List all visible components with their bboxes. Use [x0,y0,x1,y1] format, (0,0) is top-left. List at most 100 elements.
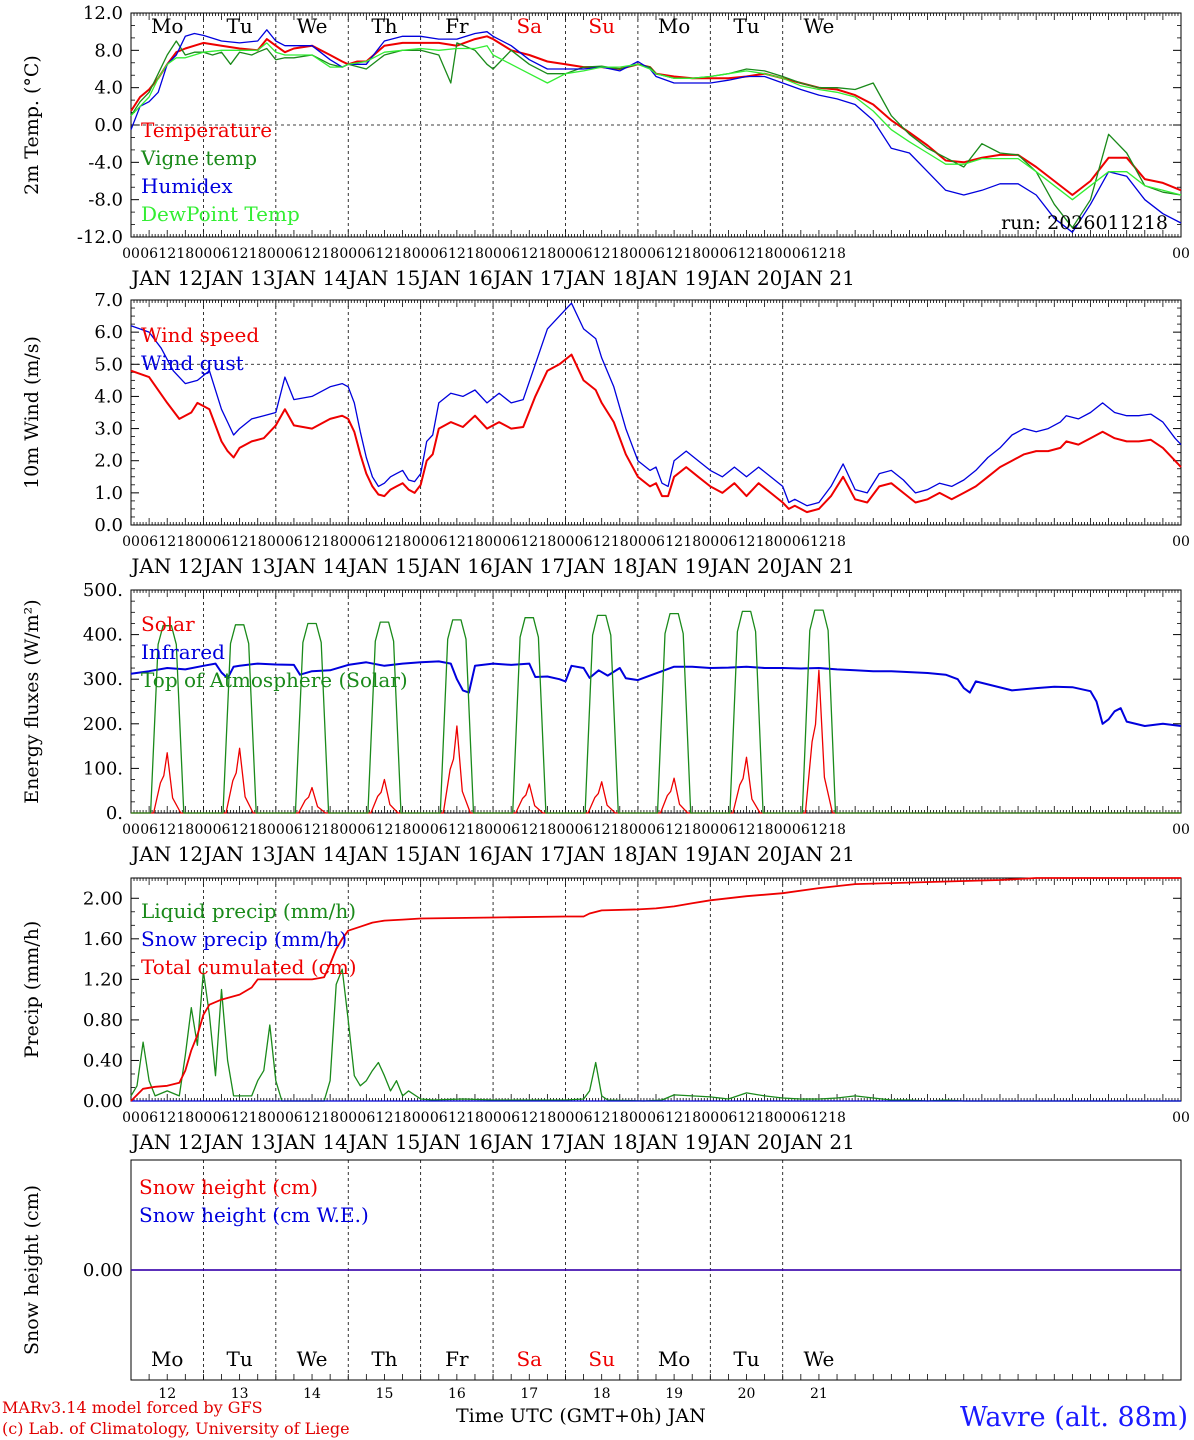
hour-label: 00 [267,1110,285,1126]
legend-infrared: Infrared [141,640,225,664]
day-name-bottom: Sa [516,1347,542,1371]
date-label: JAN 13 [202,554,276,578]
day-name-bottom: Th [371,1347,397,1371]
hour-label: 18 [321,1110,339,1126]
hour-label: 00 [339,1110,357,1126]
hour-label: 18 [756,246,774,262]
series-vigne-temp [130,40,1182,229]
hour-label: 12 [158,534,176,550]
date-label: JAN 17 [491,266,565,290]
hour-label: 12 [448,534,466,550]
hour-label: 18 [176,246,194,262]
hour-label: 18 [394,1110,412,1126]
y-tick-label: 0.80 [83,1010,123,1031]
hour-label: 00 [412,534,430,550]
hour-label: 12 [593,822,611,838]
hour-label: 18 [249,822,267,838]
date-label: JAN 19 [636,1130,710,1154]
day-name-top: We [804,14,835,38]
hour-label: 18 [683,246,701,262]
hour-label: 00 [1172,822,1190,838]
hour-label: 06 [357,1110,375,1126]
hour-label: 12 [376,246,394,262]
series-top-of-atmosphere-solar- [131,609,1181,814]
x-axis-title: Time UTC (GMT+0h) JAN [456,1405,706,1427]
hour-label: 12 [303,246,321,262]
hour-label: 00 [484,822,502,838]
hour-label: 12 [231,822,249,838]
day-name-bottom: Mo [151,1347,184,1371]
day-number: 16 [448,1386,466,1402]
hour-label: 00 [122,246,140,262]
hour-label: 00 [484,246,502,262]
hour-label: 00 [339,246,357,262]
legend-snow-height-cm-w-e-: Snow height (cm W.E.) [139,1203,369,1227]
date-label: JAN 14 [274,266,348,290]
hour-label: 06 [213,1110,231,1126]
hour-label: 06 [140,822,158,838]
date-label: JAN 18 [564,842,638,866]
date-label: JAN 17 [491,1130,565,1154]
hour-label: 12 [158,1110,176,1126]
y-tick-label: 0.00 [83,1260,123,1281]
day-name-bottom: We [297,1347,328,1371]
hour-label: 12 [738,1110,756,1126]
y-tick-label: 0.40 [83,1050,123,1071]
hour-label: 06 [502,534,520,550]
day-name-bottom: Su [588,1347,615,1371]
date-label: JAN 17 [491,842,565,866]
y-tick-label: 3.0 [94,419,123,440]
hour-label: 12 [738,246,756,262]
hour-label: 12 [231,534,249,550]
hour-label: 00 [629,1110,647,1126]
y-axis-label: Snow height (cm) [21,1185,43,1355]
hour-label: 12 [231,1110,249,1126]
hour-label: 00 [267,246,285,262]
hour-label: 12 [593,534,611,550]
hour-label: 18 [683,534,701,550]
hour-label: 12 [448,1110,466,1126]
hour-label: 06 [575,246,593,262]
hour-label: 00 [557,822,575,838]
day-name-top: Mo [658,14,691,38]
hour-label: 18 [466,1110,484,1126]
hour-label: 00 [774,822,792,838]
panel-frame [130,589,1182,814]
y-tick-label: 6.0 [94,322,123,343]
day-name-bottom: Tu [733,1347,759,1371]
hour-label: 06 [430,1110,448,1126]
hour-label: 00 [484,534,502,550]
hour-label: 12 [303,1110,321,1126]
series-liquid-precip-mm-h- [130,968,1181,1102]
hour-label: 06 [140,1110,158,1126]
day-name-top: Mo [151,14,184,38]
hour-label: 12 [376,534,394,550]
model-credit: MARv3.14 model forced by GFS [2,1398,263,1417]
legend-snow-height-cm-: Snow height (cm) [139,1175,318,1199]
hour-label: 06 [502,246,520,262]
panel-frame [130,299,1182,526]
date-label: JAN 14 [274,842,348,866]
hour-label: 00 [557,534,575,550]
hour-label: 12 [810,534,828,550]
hour-label: 00 [701,246,719,262]
hour-label: 06 [357,534,375,550]
hour-label: 18 [828,534,846,550]
hour-label: 18 [176,822,194,838]
hour-label: 18 [611,1110,629,1126]
run-label: run: 2026011218 [1001,212,1168,234]
hour-label: 12 [593,246,611,262]
y-tick-label: 7.0 [94,290,123,311]
date-label: JAN 13 [202,1130,276,1154]
date-label: JAN 13 [202,842,276,866]
hour-label: 12 [158,822,176,838]
hour-label: 00 [412,822,430,838]
hour-label: 00 [1172,534,1190,550]
day-number: 15 [376,1386,394,1402]
legend-solar: Solar [141,612,195,636]
y-tick-label: 1.60 [83,929,123,950]
date-label: JAN 16 [419,266,493,290]
date-label: JAN 14 [274,554,348,578]
